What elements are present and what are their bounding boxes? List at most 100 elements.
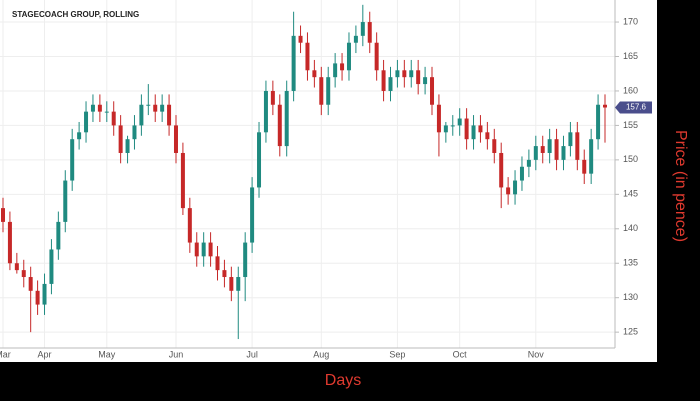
candle-body [305, 42, 310, 71]
candle-body [395, 70, 400, 78]
y-axis-title: Price (in pence) [672, 130, 689, 242]
candle-body [360, 22, 365, 36]
candle-body [519, 166, 524, 181]
x-tick-label: Jun [169, 349, 184, 359]
last-price-label: 157.6 [626, 103, 647, 112]
candle-body [63, 180, 68, 222]
y-tick-label: 145 [623, 189, 638, 199]
candle-body [21, 270, 26, 278]
candle-body [603, 104, 607, 108]
candle-body [7, 221, 12, 264]
candle-body [540, 146, 545, 153]
candle-body [526, 159, 531, 167]
candle-body [201, 242, 206, 257]
candle-body [90, 104, 95, 112]
candle-body [118, 125, 123, 153]
y-tick-label: 130 [623, 292, 638, 302]
candle-body [35, 290, 40, 305]
candle-body [215, 256, 220, 271]
candle-body [42, 283, 47, 305]
candle-body [243, 242, 248, 278]
candle-body [84, 111, 89, 133]
candle-body [180, 152, 185, 209]
candle-body [547, 139, 552, 153]
candle-body [561, 146, 566, 160]
candle-body [111, 111, 116, 126]
candle-body [229, 277, 234, 291]
candle-body [132, 125, 137, 140]
candle-body [194, 242, 199, 257]
candle-body [499, 152, 504, 188]
candle-body [346, 42, 351, 71]
candle-body [56, 221, 61, 250]
candle-body [333, 63, 338, 78]
candle-body [353, 35, 358, 43]
y-tick-label: 150 [623, 154, 638, 164]
candle-body [139, 104, 144, 126]
candle-body [312, 70, 317, 78]
candle-body [208, 242, 213, 257]
x-axis-title: Days [325, 372, 361, 389]
candle-body [291, 35, 296, 91]
x-tick-label: Apr [38, 349, 52, 359]
candle-body [506, 187, 511, 195]
candle-body [277, 104, 282, 147]
plot-background [0, 0, 657, 362]
candle-body [70, 139, 75, 181]
candle-body [450, 125, 455, 127]
y-tick-label: 155 [623, 120, 638, 130]
candle-body [326, 77, 331, 105]
candle-body [187, 208, 192, 243]
candle-body [513, 180, 518, 195]
candle-body [492, 139, 497, 153]
chart-title: STAGECOACH GROUP, ROLLING [12, 10, 139, 19]
candle-body [236, 277, 241, 291]
candle-body [153, 104, 158, 112]
y-tick-label: 135 [623, 258, 638, 268]
candle-body [284, 90, 289, 147]
candle-body [485, 132, 490, 140]
candle-body [340, 63, 345, 71]
candle-body [298, 35, 303, 43]
candle-body [374, 42, 379, 71]
candle-body [436, 104, 441, 133]
candle-body [582, 159, 587, 174]
candle-body [443, 125, 448, 133]
candle-body [77, 132, 82, 140]
candle-body [367, 22, 372, 43]
candle-body [554, 139, 559, 160]
candle-body [416, 70, 421, 85]
x-tick-label: Nov [528, 349, 545, 359]
candle-body [1, 208, 5, 222]
y-tick-label: 165 [623, 51, 638, 61]
y-tick-label: 140 [623, 223, 638, 233]
candle-body [589, 139, 594, 174]
candle-body [270, 90, 275, 105]
candle-body [250, 187, 255, 243]
candle-body [263, 90, 268, 133]
candle-body [104, 111, 109, 113]
candle-body [49, 249, 54, 284]
last-price-badge [615, 101, 652, 114]
candle-body [257, 132, 262, 188]
x-tick-label: May [98, 349, 116, 359]
candle-body [97, 104, 102, 112]
candle-body [430, 77, 435, 105]
y-tick-label: 125 [623, 327, 638, 337]
candle-body [402, 70, 407, 78]
candle-body [568, 132, 573, 147]
candle-body [381, 70, 386, 91]
x-tick-label: Aug [313, 349, 329, 359]
candle-body [596, 104, 601, 140]
candle-body [160, 104, 165, 112]
candle-body [423, 77, 428, 85]
x-tick-label: Sep [389, 349, 405, 359]
candle-body [146, 104, 151, 106]
candle-body [388, 77, 393, 91]
candle-body [28, 277, 33, 291]
x-tick-label: Jul [246, 349, 258, 359]
candle-body [575, 132, 580, 160]
candle-body [167, 104, 172, 126]
x-tick-label: Mar [0, 349, 11, 359]
